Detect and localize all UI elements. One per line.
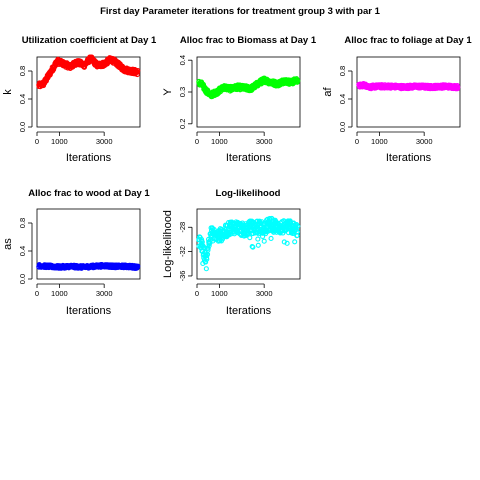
data-point	[255, 236, 261, 242]
y-tick-label: 0.4	[18, 94, 27, 104]
plot-frame	[356, 56, 461, 128]
y-axis-label: af	[322, 86, 334, 96]
x-axis-label: Iterations	[66, 305, 112, 317]
data-point	[206, 243, 212, 249]
y-tick-label: 0.8	[338, 66, 347, 76]
data-point	[135, 263, 141, 269]
y-tick-label: 0.4	[18, 246, 27, 256]
figure-title: First day Parameter iterations for treat…	[100, 6, 381, 17]
x-tick-label: 0	[355, 137, 359, 146]
panel-title: Log-likelihood	[216, 188, 281, 199]
y-tick-label: 0.4	[338, 94, 347, 104]
data-point	[284, 240, 290, 246]
x-tick-label: 0	[195, 289, 199, 298]
y-tick-label: 0.2	[178, 119, 187, 129]
data-point	[295, 223, 301, 229]
data-point	[261, 238, 267, 244]
x-axis: 0 1000 3000	[35, 131, 113, 146]
chart-panel-1: Utilization coefficient at Day 1 0 1000 300…	[2, 35, 157, 164]
y-axis: -36 -32 -28	[178, 222, 193, 282]
x-axis: 0 1000 3000	[195, 283, 273, 298]
y-tick-label: 0.8	[18, 218, 27, 228]
data-point	[295, 78, 301, 84]
data-points	[36, 54, 141, 90]
x-tick-label: 3000	[256, 289, 273, 298]
y-axis: 0.2 0.3 0.4	[178, 55, 193, 129]
y-tick-label: 0.0	[338, 122, 347, 132]
y-axis: 0.0 0.4 0.8	[18, 218, 33, 284]
y-tick-label: 0.0	[18, 122, 27, 132]
chart-panel-3: Alloc frac to foliage at Day 1 0 1000 3000 I…	[322, 35, 472, 164]
panels-group: Utilization coefficient at Day 1 0 1000 300…	[2, 35, 472, 317]
plot-frame	[196, 56, 301, 128]
y-axis-label: as	[2, 238, 14, 250]
data-point	[294, 229, 301, 235]
x-tick-label: 1000	[211, 137, 228, 146]
panel-title: Utilization coefficient at Day 1	[22, 35, 157, 46]
x-tick-label: 0	[35, 137, 39, 146]
plot-frame	[196, 208, 301, 280]
y-tick-label: -32	[178, 246, 187, 257]
x-tick-label: 3000	[416, 137, 433, 146]
data-points	[356, 80, 461, 92]
data-point	[249, 243, 255, 250]
x-tick-label: 1000	[51, 289, 68, 298]
data-point	[199, 237, 205, 243]
data-point	[292, 239, 298, 245]
x-axis: 0 1000 3000	[195, 131, 273, 146]
x-tick-label: 0	[35, 289, 39, 298]
panel-title: Alloc frac to wood at Day 1	[28, 188, 150, 199]
y-tick-label: -36	[178, 271, 187, 282]
y-tick-label: -28	[178, 222, 187, 233]
y-tick-label: 0.0	[18, 274, 27, 284]
x-axis: 0 1000 3000	[355, 131, 433, 146]
data-points	[196, 215, 301, 272]
data-point	[250, 244, 256, 250]
y-tick-label: 0.4	[178, 55, 187, 65]
data-point	[268, 235, 274, 241]
x-tick-label: 1000	[371, 137, 388, 146]
chart-panel-4: Alloc frac to wood at Day 1 0 1000 3000 Iter…	[2, 188, 151, 317]
x-axis-label: Iterations	[386, 152, 432, 164]
data-point	[135, 67, 141, 74]
x-tick-label: 1000	[211, 289, 228, 298]
data-points	[196, 75, 301, 100]
x-tick-label: 3000	[256, 137, 273, 146]
y-tick-label: 0.8	[18, 66, 27, 76]
data-points	[36, 261, 141, 271]
y-tick-label: 0.3	[178, 87, 187, 97]
x-axis: 0 1000 3000	[35, 283, 113, 298]
x-axis-label: Iterations	[226, 152, 272, 164]
x-axis-label: Iterations	[66, 152, 112, 164]
chart-panel-2: Alloc frac to Biomass at Day 1 0 1000 3000 I…	[162, 35, 317, 164]
y-axis-label: Y	[162, 88, 174, 96]
x-tick-label: 3000	[96, 137, 113, 146]
y-axis-label: k	[2, 89, 14, 95]
x-tick-label: 3000	[96, 289, 113, 298]
data-point	[255, 242, 261, 248]
y-axis: 0.0 0.4 0.8	[18, 66, 33, 132]
x-tick-label: 0	[195, 137, 199, 146]
x-axis-label: Iterations	[226, 305, 272, 317]
y-axis-label: Log-likelihood	[162, 210, 174, 278]
data-point	[205, 247, 211, 253]
data-point	[203, 266, 209, 272]
panel-title: Alloc frac to Biomass at Day 1	[180, 35, 317, 46]
data-point	[455, 84, 461, 90]
x-tick-label: 1000	[51, 137, 68, 146]
y-axis: 0.0 0.4 0.8	[338, 66, 353, 132]
panel-title: Alloc frac to foliage at Day 1	[344, 35, 472, 46]
plot-frame	[36, 208, 141, 280]
